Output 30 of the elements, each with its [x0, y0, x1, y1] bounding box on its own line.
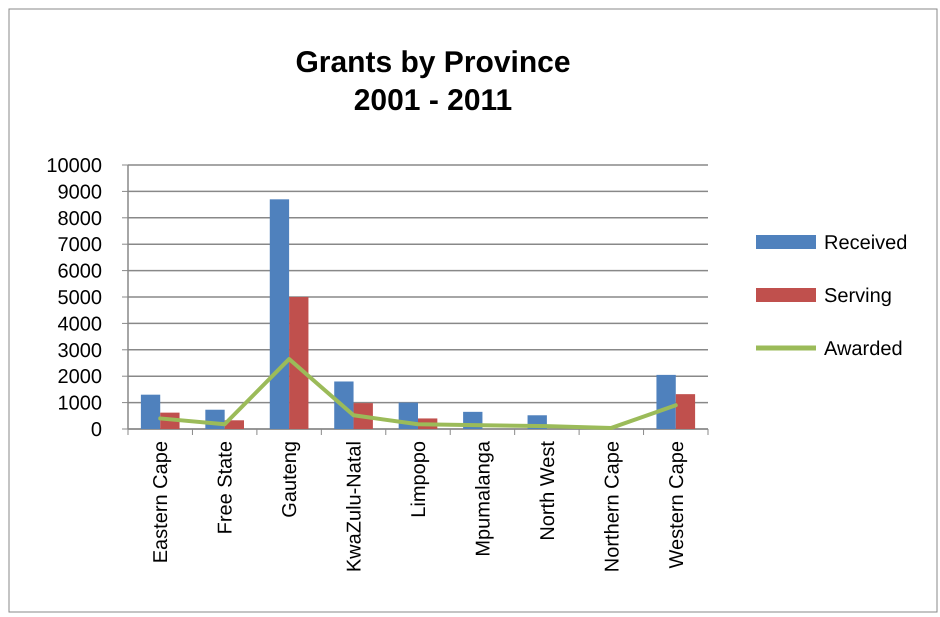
- x-tick-label: Eastern Cape: [150, 441, 172, 564]
- y-tick-label: 9000: [58, 181, 102, 204]
- bar: [656, 374, 676, 429]
- line-series: [158, 357, 678, 430]
- x-tick-label: Western Cape: [666, 441, 688, 568]
- y-tick-label: 5000: [58, 287, 102, 309]
- y-tick-label: 1000: [58, 392, 102, 415]
- y-tick-label: 0: [90, 419, 102, 441]
- x-tick-label: Mpumalanga: [472, 440, 494, 557]
- y-tick-label: 8000: [58, 208, 102, 230]
- y-tick-label: 7000: [58, 234, 102, 256]
- legend-label: Received: [824, 232, 908, 254]
- legend-label: Awarded: [824, 338, 903, 360]
- y-tick-label: 4000: [58, 313, 102, 336]
- y-tick-label: 10000: [46, 155, 102, 177]
- chart-title: Grants by Province 2001 - 2011: [295, 46, 571, 117]
- bar: [289, 297, 308, 429]
- bar: [140, 394, 160, 429]
- y-tick-label: 2000: [58, 366, 102, 388]
- bar: [676, 394, 696, 429]
- x-tick-label: KwaZulu-Natal: [344, 441, 366, 572]
- x-tick-label: Gauteng: [279, 441, 302, 518]
- y-tick-label: 3000: [58, 340, 102, 362]
- bar: [270, 199, 290, 429]
- x-tick-label: Free State: [214, 441, 237, 534]
- x-tick-label: Limpopo: [408, 441, 430, 518]
- x-tick-label: Northern Cape: [601, 441, 624, 572]
- x-tick-label: North West: [536, 440, 559, 541]
- y-tick-label: 6000: [58, 260, 102, 283]
- legend-label: Serving: [824, 285, 892, 307]
